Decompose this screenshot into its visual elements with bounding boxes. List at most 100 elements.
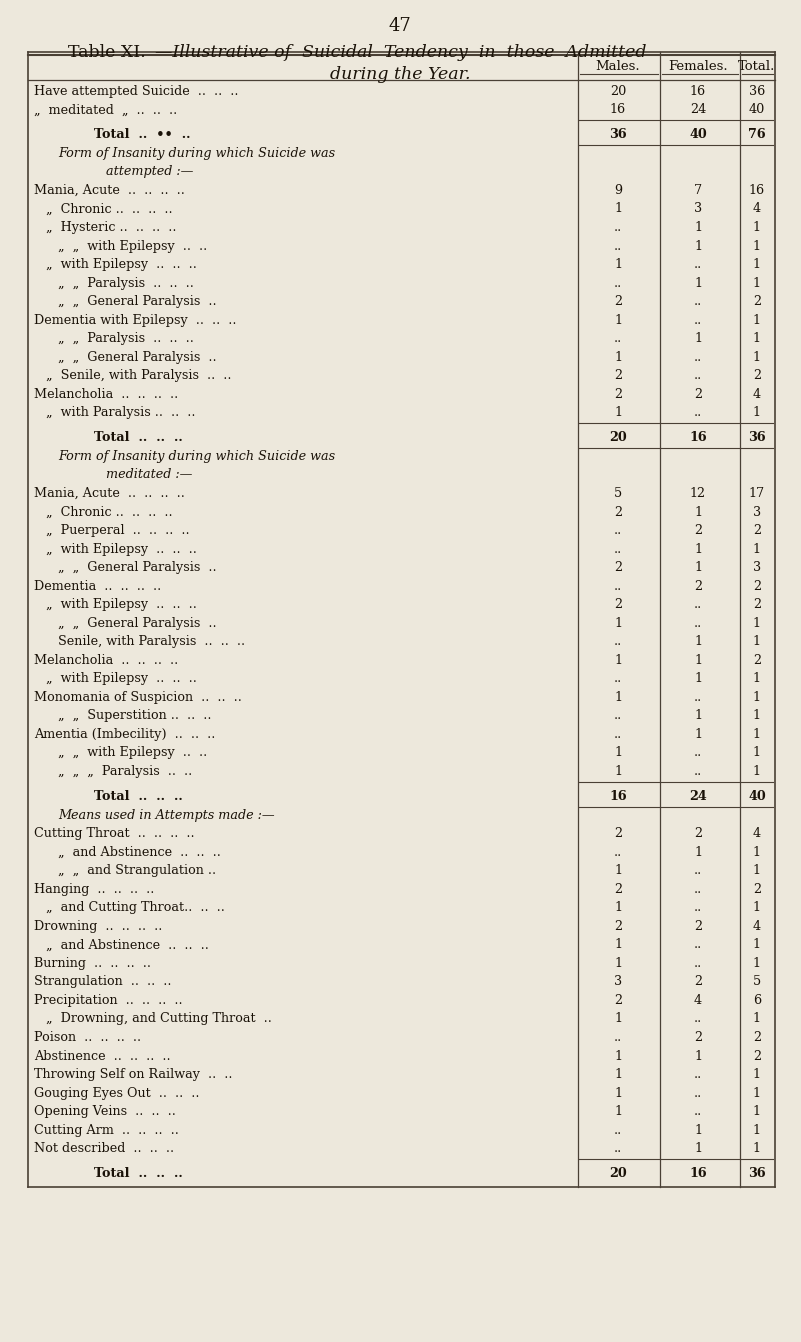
Text: Dementia  ..  ..  ..  ..: Dementia .. .. .. .. <box>34 580 161 593</box>
Text: ..: .. <box>694 350 702 364</box>
Text: 2: 2 <box>694 388 702 401</box>
Text: 1: 1 <box>753 239 761 252</box>
Text: 20: 20 <box>609 431 627 444</box>
Text: „  Chronic ..  ..  ..  ..: „ Chronic .. .. .. .. <box>46 203 173 216</box>
Text: 2: 2 <box>614 295 622 309</box>
Text: 36: 36 <box>748 1168 766 1180</box>
Text: 2: 2 <box>753 580 761 593</box>
Text: 2: 2 <box>694 580 702 593</box>
Text: 16: 16 <box>689 431 706 444</box>
Text: 2: 2 <box>753 1049 761 1063</box>
Text: ..: .. <box>614 1031 622 1044</box>
Text: Drowning  ..  ..  ..  ..: Drowning .. .. .. .. <box>34 919 163 933</box>
Text: 1: 1 <box>614 1087 622 1099</box>
Text: ..: .. <box>694 864 702 878</box>
Text: 1: 1 <box>753 350 761 364</box>
Text: 5: 5 <box>753 976 761 989</box>
Text: 36: 36 <box>610 129 627 141</box>
Text: Total  ..  ..  ..: Total .. .. .. <box>94 1168 183 1180</box>
Text: 4: 4 <box>753 827 761 840</box>
Text: Form of Insanity during which Suicide was: Form of Insanity during which Suicide wa… <box>58 450 335 463</box>
Text: „  with Epilepsy  ..  ..  ..: „ with Epilepsy .. .. .. <box>46 672 197 686</box>
Text: Senile, with Paralysis  ..  ..  ..: Senile, with Paralysis .. .. .. <box>58 635 245 648</box>
Text: 16: 16 <box>690 85 706 98</box>
Text: „  „  General Paralysis  ..: „ „ General Paralysis .. <box>58 295 216 309</box>
Text: 1: 1 <box>753 617 761 629</box>
Text: 40: 40 <box>689 129 706 141</box>
Text: 2: 2 <box>614 599 622 611</box>
Text: Amentia (Imbecility)  ..  ..  ..: Amentia (Imbecility) .. .. .. <box>34 727 215 741</box>
Text: 40: 40 <box>749 103 765 117</box>
Text: ..: .. <box>694 617 702 629</box>
Text: Gouging Eyes Out  ..  ..  ..: Gouging Eyes Out .. .. .. <box>34 1087 199 1099</box>
Text: „  and Abstinence  ..  ..  ..: „ and Abstinence .. .. .. <box>58 845 221 859</box>
Text: „  „  General Paralysis  ..: „ „ General Paralysis .. <box>58 617 216 629</box>
Text: 1: 1 <box>694 1049 702 1063</box>
Text: 2: 2 <box>753 654 761 667</box>
Text: ..: .. <box>694 938 702 951</box>
Text: 1: 1 <box>753 727 761 741</box>
Text: 1: 1 <box>753 1106 761 1118</box>
Text: Have attempted Suicide  ..  ..  ..: Have attempted Suicide .. .. .. <box>34 85 239 98</box>
Text: ..: .. <box>614 221 622 234</box>
Text: 1: 1 <box>753 957 761 970</box>
Text: 2: 2 <box>614 883 622 895</box>
Text: meditated :—: meditated :— <box>106 468 192 482</box>
Text: 1: 1 <box>694 276 702 290</box>
Text: 1: 1 <box>753 333 761 345</box>
Text: 1: 1 <box>694 1123 702 1137</box>
Text: 1: 1 <box>753 845 761 859</box>
Text: ..: .. <box>694 902 702 914</box>
Text: 16: 16 <box>610 103 626 117</box>
Text: 16: 16 <box>610 790 627 803</box>
Text: 2: 2 <box>614 388 622 401</box>
Text: 20: 20 <box>610 85 626 98</box>
Text: Monomania of Suspicion  ..  ..  ..: Monomania of Suspicion .. .. .. <box>34 691 242 703</box>
Text: 1: 1 <box>694 239 702 252</box>
Text: 1: 1 <box>614 1068 622 1082</box>
Text: Not described  ..  ..  ..: Not described .. .. .. <box>34 1142 174 1155</box>
Text: Strangulation  ..  ..  ..: Strangulation .. .. .. <box>34 976 171 989</box>
Text: „  „  General Paralysis  ..: „ „ General Paralysis .. <box>58 561 216 574</box>
Text: ..: .. <box>694 957 702 970</box>
Text: 7: 7 <box>694 184 702 197</box>
Text: 1: 1 <box>614 1106 622 1118</box>
Text: 1: 1 <box>753 746 761 760</box>
Text: 2: 2 <box>614 994 622 1006</box>
Text: 1: 1 <box>614 938 622 951</box>
Text: Abstinence  ..  ..  ..  ..: Abstinence .. .. .. .. <box>34 1049 171 1063</box>
Text: 1: 1 <box>694 727 702 741</box>
Text: 1: 1 <box>614 1049 622 1063</box>
Text: 1: 1 <box>614 864 622 878</box>
Text: „  „  with Epilepsy  ..  ..: „ „ with Epilepsy .. .. <box>58 239 207 252</box>
Text: 9: 9 <box>614 184 622 197</box>
Text: 1: 1 <box>694 654 702 667</box>
Text: „  „  and Strangulation ..: „ „ and Strangulation .. <box>58 864 216 878</box>
Text: 3: 3 <box>753 506 761 518</box>
Text: 47: 47 <box>388 17 412 35</box>
Text: 1: 1 <box>614 654 622 667</box>
Text: ..: .. <box>694 314 702 326</box>
Text: 1: 1 <box>753 710 761 722</box>
Text: Throwing Self on Railway  ..  ..: Throwing Self on Railway .. .. <box>34 1068 232 1082</box>
Text: Total  ..  ••  ..: Total .. •• .. <box>94 129 191 141</box>
Text: ..: .. <box>614 1123 622 1137</box>
Text: „  „  with Epilepsy  ..  ..: „ „ with Epilepsy .. .. <box>58 746 207 760</box>
Text: 1: 1 <box>694 333 702 345</box>
Text: 1: 1 <box>694 635 702 648</box>
Text: 2: 2 <box>614 827 622 840</box>
Text: 5: 5 <box>614 487 622 501</box>
Text: „  „  Paralysis  ..  ..  ..: „ „ Paralysis .. .. .. <box>58 276 194 290</box>
Text: 1: 1 <box>614 407 622 419</box>
Text: 1: 1 <box>753 407 761 419</box>
Text: Poison  ..  ..  ..  ..: Poison .. .. .. .. <box>34 1031 141 1044</box>
Text: Dementia with Epilepsy  ..  ..  ..: Dementia with Epilepsy .. .. .. <box>34 314 236 326</box>
Text: 2: 2 <box>694 976 702 989</box>
Text: Cutting Throat  ..  ..  ..  ..: Cutting Throat .. .. .. .. <box>34 827 195 840</box>
Text: 40: 40 <box>748 790 766 803</box>
Text: 36: 36 <box>748 431 766 444</box>
Text: 2: 2 <box>753 369 761 382</box>
Text: 1: 1 <box>614 691 622 703</box>
Text: 1: 1 <box>694 845 702 859</box>
Text: ..: .. <box>614 635 622 648</box>
